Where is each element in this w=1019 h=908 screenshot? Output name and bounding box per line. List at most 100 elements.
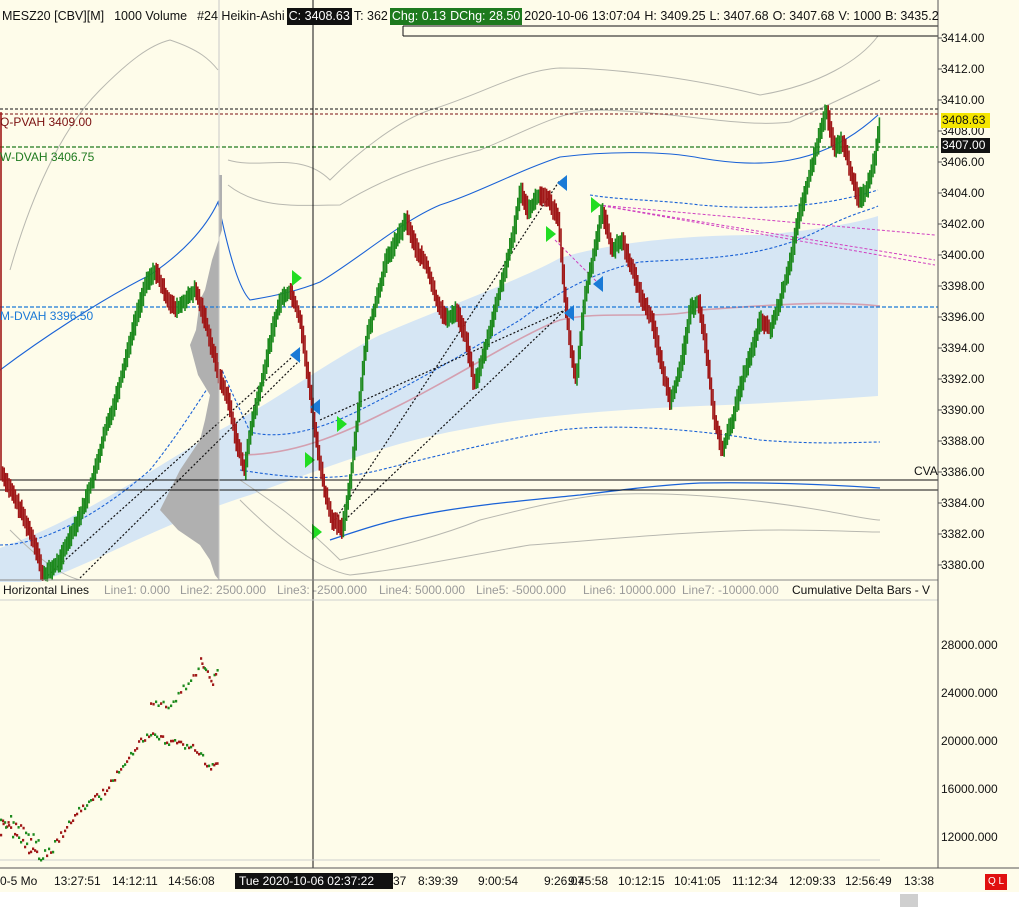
time-axis-label: 0-5 Mo bbox=[0, 874, 38, 888]
delta-dot bbox=[138, 740, 141, 743]
delta-dot bbox=[160, 702, 163, 705]
delta-dot bbox=[14, 832, 17, 836]
delta-dot bbox=[136, 747, 139, 750]
delta-dot bbox=[202, 753, 205, 757]
delta-dot bbox=[170, 704, 173, 708]
price-axis-label: 3412.00 bbox=[941, 62, 985, 76]
delta-dot bbox=[130, 751, 133, 755]
delta-axis-label: 12000.000 bbox=[941, 830, 998, 844]
price-axis-label: 3394.00 bbox=[941, 341, 985, 355]
delta-dot bbox=[42, 857, 45, 860]
delta-dot bbox=[180, 691, 183, 694]
indicator-line2: Line2: 2500.000 bbox=[180, 583, 267, 597]
delta-dot bbox=[195, 674, 198, 677]
time-axis-label: 8:39:39 bbox=[418, 874, 459, 888]
delta-dot bbox=[150, 733, 153, 737]
price-axis-label: 3382.00 bbox=[941, 527, 985, 541]
delta-dot bbox=[7, 821, 10, 824]
delta-dot bbox=[2, 822, 5, 826]
corner-badge[interactable]: Q L bbox=[985, 874, 1007, 890]
delta-dot bbox=[215, 673, 218, 676]
buy-marker-icon bbox=[312, 524, 322, 540]
cursor-time-label: Tue 2020-10-06 02:37:22 bbox=[235, 873, 393, 889]
delta-dot bbox=[70, 821, 73, 825]
delta-dot bbox=[10, 815, 13, 818]
price-axis-label: 3400.00 bbox=[941, 248, 985, 262]
delta-dot bbox=[182, 684, 185, 688]
header-open: O: 3407.68 bbox=[772, 8, 835, 23]
delta-dot bbox=[108, 786, 111, 790]
delta-dot bbox=[197, 667, 200, 671]
delta-dot bbox=[204, 762, 207, 766]
delta-dot bbox=[154, 733, 157, 736]
header-close: C: 3408.63 bbox=[286, 7, 352, 25]
delta-dot bbox=[110, 779, 113, 782]
price-axis-label: 3392.00 bbox=[941, 372, 985, 386]
delta-dot bbox=[172, 739, 175, 743]
delta-dot bbox=[2, 819, 5, 823]
delta-dot bbox=[126, 760, 129, 763]
delta-dot bbox=[58, 840, 61, 843]
delta-axis-label: 16000.000 bbox=[941, 782, 998, 796]
delta-dot bbox=[202, 666, 205, 669]
delta-dot bbox=[167, 706, 170, 710]
delta-dot bbox=[102, 788, 105, 792]
delta-dot bbox=[162, 700, 165, 704]
delta-dot bbox=[140, 737, 143, 741]
delta-dot bbox=[72, 819, 75, 822]
delta-dot bbox=[30, 838, 33, 841]
delta-dot bbox=[40, 858, 43, 862]
sell-marker-icon bbox=[593, 276, 603, 292]
buy-marker-icon bbox=[546, 226, 556, 242]
m-dvah-label: M-DVAH 3396.50 bbox=[0, 309, 94, 323]
header-volume: V: 1000 bbox=[838, 8, 882, 23]
delta-dot bbox=[62, 835, 65, 838]
scrollbar-thumb[interactable] bbox=[900, 894, 918, 907]
delta-dot bbox=[82, 804, 85, 808]
delta-dot bbox=[208, 676, 211, 679]
delta-dot bbox=[26, 842, 29, 846]
delta-dot bbox=[74, 814, 77, 817]
price-axis-label: 3410.00 bbox=[941, 93, 985, 107]
delta-dot bbox=[177, 691, 180, 695]
delta-dot bbox=[212, 683, 215, 686]
delta-dot bbox=[8, 824, 11, 827]
delta-dot bbox=[54, 840, 57, 843]
vwap-bands bbox=[0, 114, 881, 546]
heikin-ashi-bars bbox=[0, 104, 881, 582]
delta-dot bbox=[96, 793, 99, 796]
time-axis-label: 9:00:54 bbox=[478, 874, 519, 888]
delta-dot bbox=[213, 673, 216, 677]
delta-axis-label: 24000.000 bbox=[941, 686, 998, 700]
delta-dot bbox=[4, 821, 7, 824]
delta-dot bbox=[18, 836, 21, 839]
delta-dot bbox=[184, 747, 187, 750]
indicator-line7: Line7: -10000.000 bbox=[682, 583, 779, 597]
delta-dot bbox=[201, 662, 204, 665]
delta-dot bbox=[116, 770, 119, 774]
delta-dot bbox=[178, 740, 181, 744]
delta-dot bbox=[10, 826, 13, 829]
delta-dot bbox=[64, 829, 67, 833]
delta-dot bbox=[213, 763, 216, 767]
header-dchg: DChg: 28.50 bbox=[448, 7, 523, 25]
delta-dot bbox=[185, 687, 188, 691]
delta-dot bbox=[206, 670, 209, 673]
delta-dot bbox=[20, 840, 23, 844]
delta-dot bbox=[27, 833, 30, 836]
delta-dot bbox=[144, 739, 147, 742]
delta-dot bbox=[36, 850, 39, 854]
delta-dot bbox=[142, 740, 145, 743]
delta-dot bbox=[175, 699, 178, 703]
delta-dot bbox=[172, 700, 175, 703]
time-axis-label: 13:27:51 bbox=[54, 874, 101, 888]
delta-dot bbox=[124, 763, 127, 766]
horizontal-scrollbar[interactable] bbox=[0, 892, 1019, 908]
price-axis-label: 3386.00 bbox=[941, 465, 985, 479]
delta-dot bbox=[192, 674, 195, 677]
delta-dot bbox=[5, 826, 8, 829]
delta-dot bbox=[0, 833, 3, 837]
cva-label: CVA bbox=[914, 464, 938, 478]
